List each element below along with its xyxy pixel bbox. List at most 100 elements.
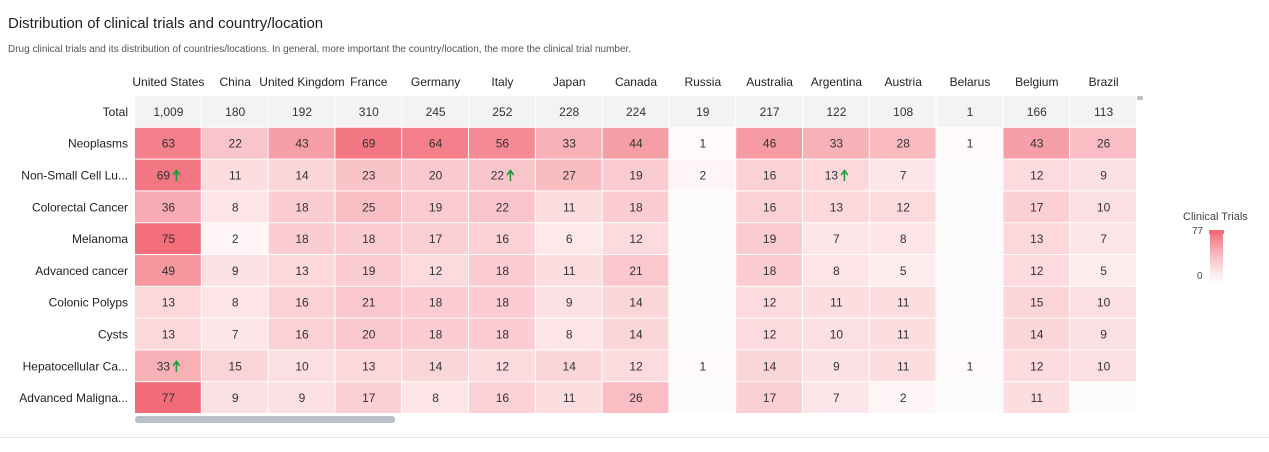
cell-value: 75 (162, 232, 176, 246)
cell-value: 9 (232, 264, 239, 278)
cell-value: 18 (429, 328, 443, 342)
column-header: Australia (746, 75, 793, 89)
total-cell-value: 192 (292, 105, 312, 119)
cell-value: 16 (295, 296, 309, 310)
cell-value: 12 (763, 328, 777, 342)
cell-value: 19 (629, 169, 643, 183)
cell-value: 33 (157, 359, 171, 373)
cell-value: 11 (1031, 391, 1044, 405)
cell-value: 17 (1030, 200, 1044, 214)
cell-value: 36 (162, 200, 176, 214)
cell-value: 11 (897, 328, 910, 342)
cell-value: 33 (830, 137, 844, 151)
cell-value: 26 (629, 391, 643, 405)
cell-value: 7 (833, 391, 840, 405)
cell-value: 8 (232, 200, 239, 214)
legend-max-label: 77 (1192, 226, 1203, 237)
cell-value: 12 (629, 359, 643, 373)
total-cell-value: 19 (696, 105, 710, 119)
cell-value: 8 (833, 264, 840, 278)
vertical-scrollbar[interactable] (1137, 96, 1143, 100)
cell-value: 5 (900, 264, 907, 278)
heatmap-cell[interactable] (937, 255, 1003, 286)
legend-gradient-bar (1210, 231, 1223, 285)
cell-value: 27 (563, 169, 577, 183)
heatmap-cell[interactable] (937, 223, 1003, 254)
cell-value: 13 (162, 328, 176, 342)
cell-value: 11 (563, 391, 576, 405)
heatmap-cell[interactable] (669, 382, 735, 413)
legend-range-handle[interactable] (1209, 230, 1224, 234)
cell-value: 16 (496, 232, 510, 246)
cell-value: 20 (429, 169, 443, 183)
cell-value: 2 (232, 232, 239, 246)
heatmap-cell[interactable] (937, 160, 1003, 191)
column-header: Italy (491, 75, 513, 89)
cell-value: 12 (763, 296, 777, 310)
horizontal-scrollbar[interactable] (135, 416, 395, 423)
cell-value: 5 (1100, 264, 1107, 278)
cell-value: 63 (162, 137, 176, 151)
cell-value: 2 (699, 169, 706, 183)
total-cell-value: 252 (492, 105, 512, 119)
legend-title: Clinical Trials (1183, 211, 1248, 223)
cell-value: 8 (232, 296, 239, 310)
cell-value: 14 (763, 359, 777, 373)
cell-value: 77 (162, 391, 176, 405)
cell-value: 13 (830, 200, 844, 214)
chart-title: Distribution of clinical trials and coun… (8, 15, 323, 32)
total-cell-value: 108 (893, 105, 913, 119)
cell-value: 1 (967, 137, 974, 151)
cell-value: 17 (362, 391, 376, 405)
column-header: United States (132, 75, 204, 89)
heatmap-cell[interactable] (669, 319, 735, 350)
row-label: Advanced cancer (35, 264, 128, 278)
column-header: Austria (885, 75, 923, 89)
row-label: Total (103, 105, 128, 119)
heatmap-cell[interactable] (937, 382, 1003, 413)
heatmap-cell[interactable] (669, 255, 735, 286)
cell-value: 69 (157, 169, 171, 183)
column-header: France (350, 75, 388, 89)
heatmap-cell[interactable] (669, 223, 735, 254)
cell-value: 46 (763, 137, 777, 151)
row-label: Non-Small Cell Lu... (21, 169, 128, 183)
cell-value: 8 (432, 391, 439, 405)
cell-value: 18 (496, 264, 510, 278)
cell-value: 10 (295, 359, 309, 373)
cell-value: 19 (429, 200, 443, 214)
cell-value: 33 (563, 137, 577, 151)
column-header: United Kingdom (259, 75, 344, 89)
heatmap-cell[interactable] (937, 287, 1003, 318)
cell-value: 18 (362, 232, 376, 246)
cell-value: 11 (897, 359, 910, 373)
cell-value: 12 (1030, 359, 1044, 373)
heatmap-cell[interactable] (937, 191, 1003, 222)
cell-value: 11 (897, 296, 910, 310)
cell-value: 17 (429, 232, 443, 246)
total-cell-value: 180 (225, 105, 245, 119)
row-label: Neoplasms (68, 137, 128, 151)
cell-value: 12 (496, 359, 510, 373)
heatmap-cell[interactable] (669, 191, 735, 222)
cell-value: 13 (295, 264, 309, 278)
heatmap-cell[interactable] (937, 319, 1003, 350)
cell-value: 9 (232, 391, 239, 405)
cell-value: 2 (900, 391, 907, 405)
cell-value: 44 (629, 137, 643, 151)
cell-value: 13 (825, 169, 839, 183)
column-header: Canada (615, 75, 657, 89)
cell-value: 14 (1030, 328, 1044, 342)
cell-value: 14 (629, 328, 643, 342)
cell-value: 16 (295, 328, 309, 342)
cell-value: 16 (763, 200, 777, 214)
cell-value: 9 (566, 296, 573, 310)
cell-value: 25 (362, 200, 376, 214)
cell-value: 10 (830, 328, 844, 342)
cell-value: 13 (162, 296, 176, 310)
heatmap-cell[interactable] (1070, 382, 1136, 413)
column-header: Germany (411, 75, 460, 89)
total-cell-value: 166 (1027, 105, 1047, 119)
column-header: Russia (684, 75, 721, 89)
heatmap-cell[interactable] (669, 287, 735, 318)
